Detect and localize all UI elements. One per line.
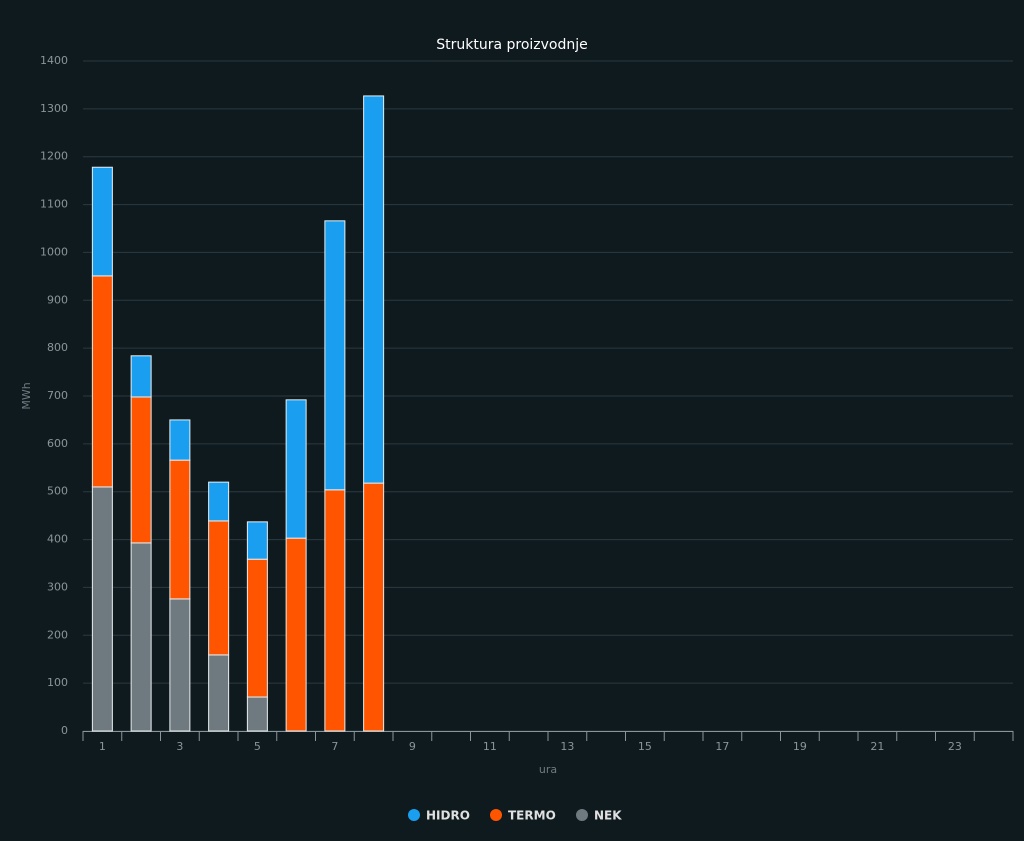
- bar-segment: [324, 489, 346, 732]
- y-tick-label: 1000: [40, 245, 68, 258]
- bar-segment: [130, 542, 152, 732]
- bar-segment: [169, 459, 191, 600]
- y-tick-label: 1200: [40, 150, 68, 163]
- chart-title: Struktura proizvodnje: [436, 37, 588, 53]
- legend-label: NEK: [594, 809, 622, 823]
- bar-segment: [208, 654, 230, 732]
- y-tick-label: 900: [47, 293, 68, 306]
- bar-segment: [324, 220, 346, 491]
- y-tick-label: 700: [47, 389, 68, 402]
- bar-segment: [208, 520, 230, 656]
- x-tick-label: 17: [715, 740, 729, 753]
- legend-marker: [408, 809, 420, 821]
- bar-segment: [169, 598, 191, 732]
- y-tick-label: 500: [47, 485, 68, 498]
- legend-label: TERMO: [508, 809, 556, 823]
- x-tick-label: 19: [793, 740, 807, 753]
- bar-segment: [246, 521, 268, 560]
- bar-segment: [285, 537, 307, 732]
- y-tick-label: 1100: [40, 198, 68, 211]
- y-tick-label: 0: [61, 724, 68, 737]
- bar-segment: [91, 166, 113, 277]
- bar-segment: [363, 95, 385, 484]
- x-tick-label: 1: [99, 740, 106, 753]
- x-tick-label: 9: [409, 740, 416, 753]
- x-tick-label: 21: [870, 740, 884, 753]
- x-axis-label: ura: [539, 763, 557, 776]
- x-tick-label: 5: [254, 740, 261, 753]
- bar-segment: [363, 482, 385, 732]
- x-tick-label: 7: [331, 740, 338, 753]
- y-tick-label: 1400: [40, 54, 68, 67]
- x-tick-label: 11: [483, 740, 497, 753]
- y-tick-label: 100: [47, 676, 68, 689]
- y-tick-label: 800: [47, 341, 68, 354]
- y-tick-label: 300: [47, 580, 68, 593]
- x-tick-label: 23: [948, 740, 962, 753]
- bar-segment: [91, 275, 113, 488]
- y-tick-label: 400: [47, 533, 68, 546]
- y-tick-label: 600: [47, 437, 68, 450]
- x-tick-label: 15: [638, 740, 652, 753]
- y-axis-label: MWh: [20, 382, 33, 409]
- x-tick-label: 13: [560, 740, 574, 753]
- legend-label: HIDRO: [426, 809, 470, 823]
- bar-segment: [91, 486, 113, 732]
- bar-segment: [208, 481, 230, 522]
- bar-segment: [246, 696, 268, 732]
- y-tick-label: 1300: [40, 102, 68, 115]
- legend-marker: [576, 809, 588, 821]
- bar-segment: [130, 355, 152, 398]
- bar-segment: [246, 558, 268, 698]
- bar-segment: [169, 419, 191, 461]
- bar-segment: [130, 396, 152, 544]
- legend-marker: [490, 809, 502, 821]
- bar-segment: [285, 399, 307, 539]
- y-tick-label: 200: [47, 628, 68, 641]
- x-tick-label: 3: [176, 740, 183, 753]
